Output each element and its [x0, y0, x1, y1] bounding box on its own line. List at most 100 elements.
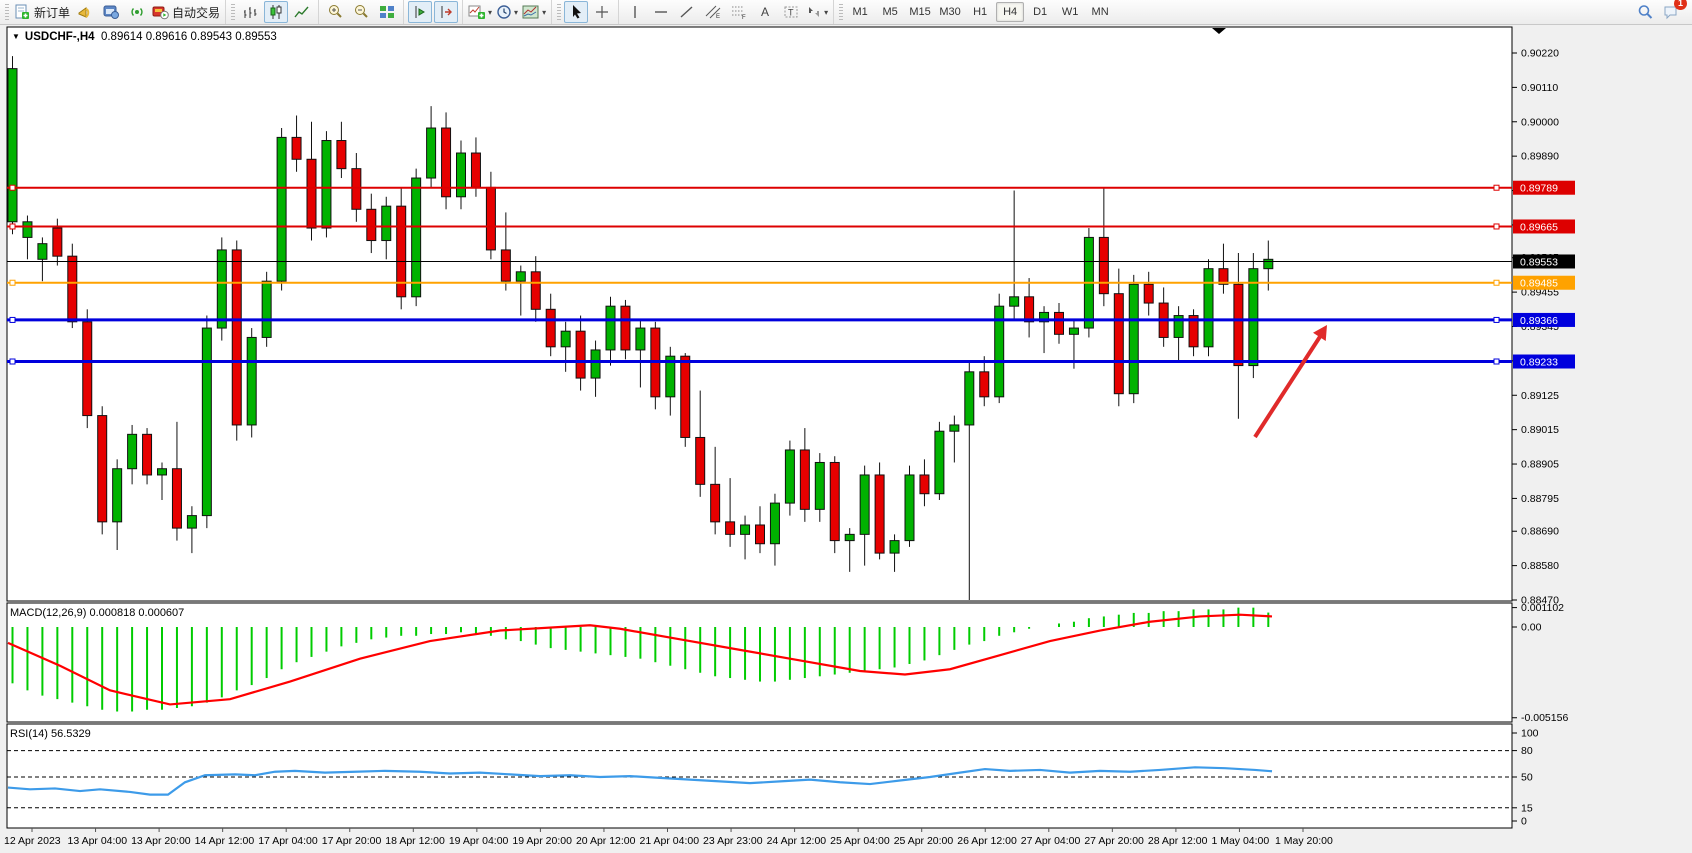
svg-text:E: E [716, 14, 720, 20]
date-label: 19 Apr 04:00 [449, 835, 509, 847]
date-label: 13 Apr 20:00 [131, 835, 191, 847]
new-order-button[interactable]: 新订单 [12, 1, 71, 23]
cursor-button[interactable] [564, 1, 589, 23]
candle [979, 356, 990, 407]
hline-handle[interactable] [9, 279, 16, 286]
search-button[interactable] [1633, 1, 1657, 23]
candle [1248, 253, 1259, 379]
signals-button[interactable] [125, 1, 149, 23]
timeframe-h1-button[interactable]: H1 [973, 6, 988, 18]
timeframe-m5-button[interactable]: M5 [882, 6, 898, 18]
candle [994, 293, 1005, 404]
notifications-button[interactable]: 1 [1659, 0, 1687, 23]
candle [157, 462, 167, 500]
candle [919, 459, 930, 507]
hline-price-flag [1513, 219, 1575, 234]
timeframe-m15-button[interactable]: M15 [909, 6, 931, 18]
date-label: 20 Apr 12:00 [576, 835, 636, 847]
hline-handle[interactable] [1493, 279, 1500, 286]
candle-body-bear [1188, 315, 1199, 348]
channel-button[interactable]: E [701, 1, 725, 23]
alerts-button[interactable] [73, 1, 97, 23]
hline-handle[interactable] [1493, 223, 1500, 230]
price-tick-label: 0.89125 [1521, 390, 1559, 402]
chart-shift-icon [441, 6, 453, 18]
tile-windows-button[interactable] [375, 1, 399, 23]
terminal-icon [103, 5, 120, 19]
text-label-button[interactable]: T [779, 1, 803, 23]
hline-handle[interactable] [9, 223, 16, 230]
arrow-objects-icon [809, 7, 820, 17]
price-tick-label: 0.90110 [1521, 82, 1558, 94]
candle-body-bear [351, 168, 362, 210]
candle [381, 196, 392, 260]
trend-arrow-head[interactable] [1313, 325, 1327, 341]
candle-body-bear [710, 483, 721, 523]
timeframe-w1-button[interactable]: W1 [1061, 6, 1079, 18]
candle [37, 237, 48, 282]
templates-button[interactable]: ▾ [521, 1, 547, 23]
candle-body-bear [366, 208, 377, 242]
timeframe-d1-button[interactable]: D1 [1033, 6, 1048, 18]
timeframe-m30-button[interactable]: M30 [939, 6, 961, 18]
timeframe-h4-button[interactable]: H4 [996, 2, 1025, 22]
candle-body-bear [1218, 268, 1229, 285]
z-out-button[interactable] [349, 1, 373, 23]
candle-body-bull [426, 127, 437, 179]
hline-handle[interactable] [1493, 184, 1500, 191]
candle [1143, 271, 1154, 316]
trendline-button[interactable] [675, 1, 699, 23]
text-button[interactable]: A [753, 1, 777, 23]
hline-handle[interactable] [1493, 316, 1500, 323]
chart-collapse-icon[interactable]: ▼ [12, 32, 20, 41]
candle-body-bear [52, 227, 63, 257]
hline-handle[interactable] [1493, 358, 1500, 365]
date-label: 26 Apr 12:00 [957, 835, 1017, 847]
candle [1054, 303, 1064, 344]
auto-trading-button[interactable]: 自动交易 [151, 1, 221, 23]
hline-price-label: 0.89665 [1520, 221, 1558, 233]
arrows-objects-button[interactable]: ▾ [805, 1, 829, 23]
indicators-button[interactable]: ▾ [467, 1, 493, 23]
hline-price-label: 0.89789 [1520, 183, 1558, 195]
candle [366, 193, 377, 254]
date-label: 19 Apr 20:00 [512, 835, 572, 847]
dropdown-caret-icon: ▾ [514, 7, 519, 17]
trend-arrow[interactable] [1253, 330, 1325, 439]
z-in-button[interactable] [323, 1, 347, 23]
search-icon [1638, 5, 1652, 19]
candle [246, 328, 257, 438]
timeframe-m1-button[interactable]: M1 [852, 6, 868, 18]
fibonacci-button[interactable]: F [727, 1, 751, 23]
candle [844, 528, 855, 572]
crosshair-button[interactable] [590, 1, 614, 23]
hline-handle[interactable] [9, 316, 16, 323]
svg-text:F: F [742, 15, 746, 20]
terminal-button[interactable] [99, 1, 123, 23]
timeframe-mn-button[interactable]: MN [1091, 6, 1109, 18]
candle-body-bear [82, 321, 93, 417]
periods-button[interactable]: ▾ [495, 1, 519, 23]
chart-shift-button[interactable] [434, 1, 459, 23]
candle [859, 465, 870, 566]
line-chart-button[interactable] [290, 1, 314, 23]
rsi-tick-label: 15 [1521, 802, 1533, 814]
hline-handle[interactable] [9, 184, 16, 191]
candle-body-bull [22, 221, 33, 238]
candle [97, 406, 108, 535]
hline-handle[interactable] [9, 358, 16, 365]
vertical-line-button[interactable] [623, 1, 647, 23]
bar-chart-button[interactable] [238, 1, 262, 23]
candle [605, 296, 616, 366]
candle [67, 243, 78, 329]
dropdown-caret-icon: ▾ [488, 7, 493, 17]
candle [934, 421, 945, 500]
price-tick-label: 0.89015 [1521, 424, 1559, 436]
chart-ohlc: 0.89614 0.89616 0.89543 0.89553 [100, 31, 277, 43]
candle [545, 293, 556, 357]
auto-scroll-button[interactable] [408, 1, 433, 23]
candle-body-bear [231, 249, 242, 426]
horizontal-line-button[interactable] [649, 1, 673, 23]
candlestick-chart-button[interactable] [264, 1, 289, 23]
chart-canvas[interactable]: 0.902200.901100.900000.898900.897800.896… [0, 25, 1692, 853]
